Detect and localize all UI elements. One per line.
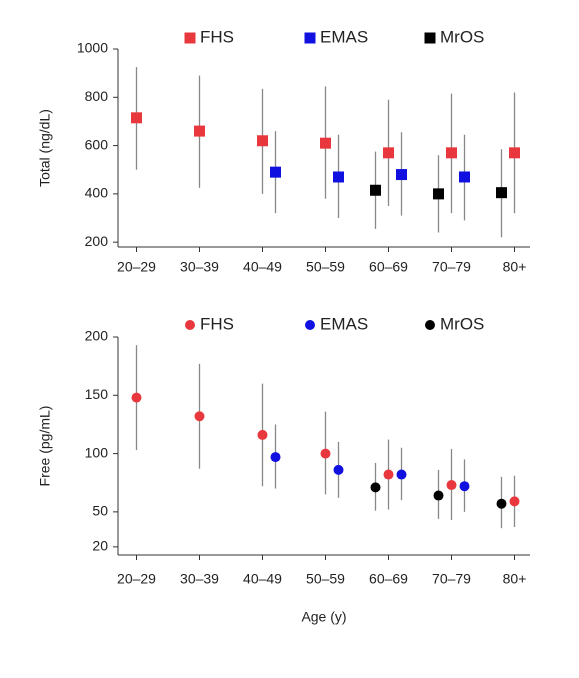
data-point bbox=[370, 184, 381, 196]
data-point bbox=[446, 480, 457, 491]
data-point bbox=[194, 411, 205, 422]
x-tick-label: 60–69 bbox=[369, 259, 408, 275]
data-point bbox=[509, 147, 520, 159]
x-tick-label: 40–49 bbox=[243, 571, 282, 587]
x-tick-label: 70–79 bbox=[432, 571, 471, 587]
legend-label: FHS bbox=[200, 314, 234, 333]
legend-label: MrOS bbox=[440, 314, 484, 333]
y-tick-label: 20 bbox=[92, 538, 108, 554]
y-tick-label: 200 bbox=[85, 233, 109, 249]
data-point bbox=[433, 490, 444, 501]
legend-label: EMAS bbox=[320, 27, 368, 46]
x-tick-label: 20–29 bbox=[117, 571, 156, 587]
data-point bbox=[496, 187, 507, 199]
y-tick-label: 800 bbox=[85, 88, 109, 104]
data-point bbox=[131, 392, 142, 403]
data-point bbox=[459, 171, 470, 183]
data-point bbox=[257, 429, 268, 440]
y-axis-label: Free (pg/mL) bbox=[37, 406, 53, 487]
y-tick-label: 50 bbox=[92, 503, 108, 519]
x-axis-label: Age (y) bbox=[301, 609, 346, 625]
y-tick-label: 150 bbox=[85, 386, 109, 402]
legend-label: MrOS bbox=[440, 27, 484, 46]
x-tick-label: 80+ bbox=[503, 571, 527, 587]
x-tick-label: 20–29 bbox=[117, 259, 156, 275]
legend-label: EMAS bbox=[320, 314, 368, 333]
y-tick-label: 100 bbox=[85, 444, 109, 460]
data-point bbox=[459, 481, 470, 492]
data-point bbox=[320, 448, 331, 459]
data-point bbox=[270, 166, 281, 178]
y-axis-label: Total (ng/dL) bbox=[37, 109, 53, 187]
data-point bbox=[270, 452, 281, 463]
data-point bbox=[396, 169, 407, 181]
y-tick-label: 1000 bbox=[77, 40, 108, 56]
data-point bbox=[446, 147, 457, 159]
legend-marker bbox=[425, 320, 435, 330]
legend-marker bbox=[184, 32, 196, 44]
data-point bbox=[433, 188, 444, 200]
x-tick-label: 30–39 bbox=[180, 571, 219, 587]
legend-marker bbox=[304, 32, 316, 44]
data-point bbox=[383, 469, 394, 480]
x-tick-label: 70–79 bbox=[432, 259, 471, 275]
data-point bbox=[333, 464, 344, 475]
y-tick-label: 600 bbox=[85, 136, 109, 152]
data-point bbox=[257, 135, 268, 147]
data-point bbox=[496, 498, 507, 509]
data-point bbox=[320, 137, 331, 149]
x-tick-label: 50–59 bbox=[306, 259, 345, 275]
data-point bbox=[509, 496, 520, 507]
x-tick-label: 80+ bbox=[503, 259, 527, 275]
data-point bbox=[383, 147, 394, 159]
x-tick-label: 40–49 bbox=[243, 259, 282, 275]
y-tick-label: 400 bbox=[85, 185, 109, 201]
legend-marker bbox=[185, 320, 195, 330]
legend-label: FHS bbox=[200, 27, 234, 46]
y-tick-label: 200 bbox=[85, 328, 109, 344]
data-point bbox=[396, 469, 407, 480]
x-tick-label: 30–39 bbox=[180, 259, 219, 275]
data-point bbox=[333, 171, 344, 183]
data-point bbox=[131, 112, 142, 124]
x-tick-label: 50–59 bbox=[306, 571, 345, 587]
legend-marker bbox=[424, 32, 436, 44]
data-point bbox=[370, 482, 381, 493]
legend-marker bbox=[305, 320, 315, 330]
data-point bbox=[194, 125, 205, 137]
x-tick-label: 60–69 bbox=[369, 571, 408, 587]
